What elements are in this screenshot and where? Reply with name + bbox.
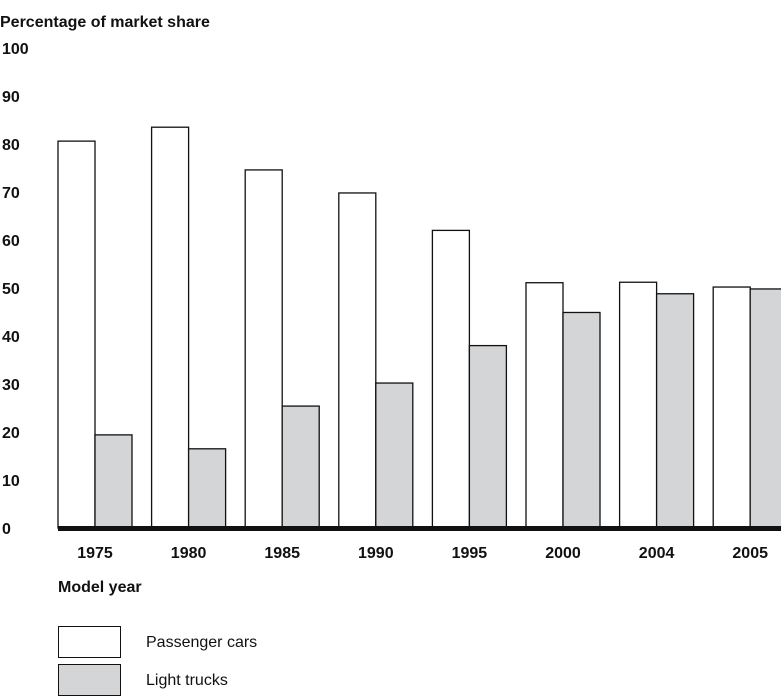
bar-passenger-cars-2000: [525, 282, 564, 529]
x-tick-label: 1980: [171, 545, 207, 562]
bar-passenger-cars-1995: [431, 229, 471, 529]
y-tick-label: 60: [2, 233, 20, 250]
x-tick-label: 1975: [77, 545, 113, 562]
y-axis-ticks: 0 10 20 30 40 50 60 70 80 90 100: [2, 41, 29, 538]
x-tick-label: 1990: [358, 545, 394, 562]
x-axis-line: [58, 526, 781, 531]
legend-item-light-trucks: Light trucks: [58, 664, 318, 698]
bar-passenger-cars-1975: [57, 140, 96, 529]
y-tick-label: 90: [2, 89, 20, 106]
bar-chart: Percentage of market share 0 10 20 30 40 50 60…: [0, 14, 781, 596]
bars: [57, 126, 781, 529]
bar-passenger-cars-2004: [618, 281, 658, 529]
x-axis-ticks: 1975 1980 1985 1990 1995 2000 2004 2005: [77, 545, 768, 562]
x-axis-title: Model year: [58, 579, 142, 596]
legend-label-light-trucks: Light trucks: [146, 672, 228, 689]
y-tick-label: 40: [2, 329, 20, 346]
x-tick-label: 2000: [545, 545, 581, 562]
legend-swatch-light-trucks: [58, 664, 121, 696]
bar-light-trucks-2004: [655, 293, 695, 529]
y-tick-label: 0: [2, 521, 11, 538]
bar-light-trucks-1980: [187, 448, 227, 529]
bar-light-trucks-1975: [94, 434, 133, 529]
bar-light-trucks-1995: [468, 344, 508, 529]
bar-passenger-cars-2005: [712, 286, 751, 529]
x-tick-label: 2004: [639, 545, 675, 562]
x-tick-label: 2005: [732, 545, 768, 562]
y-tick-label: 20: [2, 425, 20, 442]
bar-light-trucks-2005: [749, 288, 781, 529]
x-tick-label: 1995: [452, 545, 488, 562]
y-tick-label: 100: [2, 41, 29, 58]
legend-item-passenger-cars: Passenger cars: [58, 626, 318, 660]
y-tick-label: 30: [2, 377, 20, 394]
bar-passenger-cars-1990: [338, 192, 377, 529]
y-tick-label: 70: [2, 185, 20, 202]
x-tick-label: 1985: [264, 545, 300, 562]
y-tick-label: 10: [2, 473, 20, 490]
y-tick-label: 80: [2, 137, 20, 154]
bar-light-trucks-1985: [281, 405, 320, 529]
y-tick-label: 50: [2, 281, 20, 298]
y-axis-title: Percentage of market share: [0, 14, 210, 31]
bar-passenger-cars-1980: [150, 126, 190, 529]
legend-swatch-passenger-cars: [58, 626, 121, 658]
bar-passenger-cars-1985: [244, 169, 283, 529]
legend-label-passenger-cars: Passenger cars: [146, 634, 258, 651]
bar-light-trucks-1990: [375, 382, 414, 529]
bar-light-trucks-2000: [562, 311, 601, 529]
